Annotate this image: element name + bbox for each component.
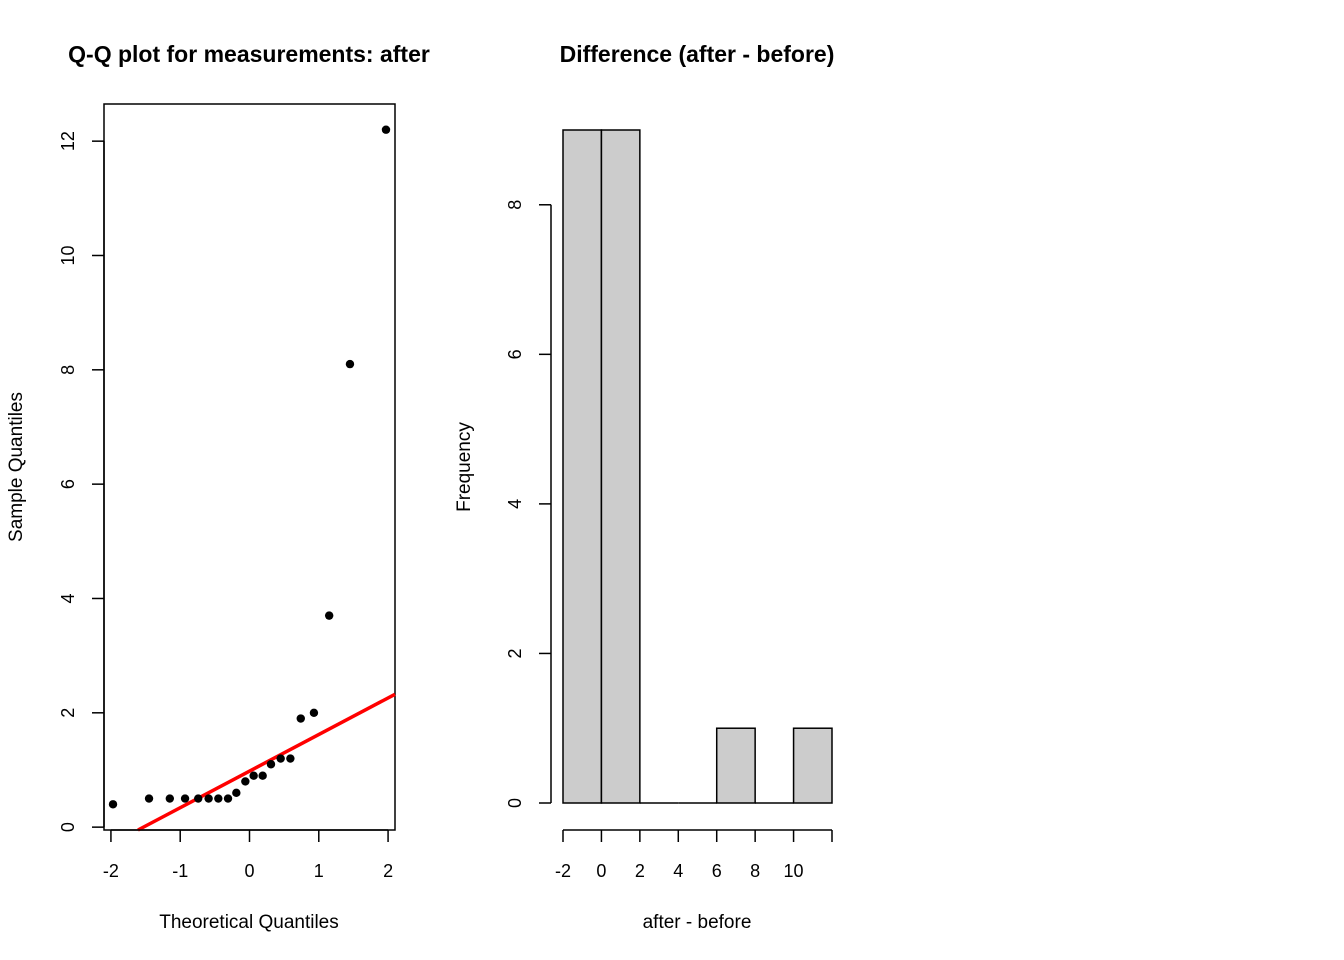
qq-point [249,771,258,780]
qq-point [286,754,295,763]
histogram-bar [715,727,756,804]
qq-point [296,714,305,723]
qq-reference-line-layer [137,692,396,832]
qq-y-tick-label: 12 [58,131,78,151]
qq-point [194,794,203,803]
qq-point [241,777,250,786]
qq-x-axis-label: Theoretical Quantiles [159,912,339,933]
qq-x-tick-label: -2 [103,861,119,881]
qq-point [258,771,267,780]
qq-x-tick-label: 0 [244,861,254,881]
histogram-y-axis: 0 2 4 6 8 [505,200,552,808]
qq-y-tick-label: 6 [58,479,78,489]
qq-y-axis-label: Sample Quantiles [6,392,27,542]
qq-point [276,754,285,763]
qq-point [108,800,118,809]
qq-y-tick-label: 10 [58,245,78,265]
qq-plot-panel: Q-Q plot for measurements: after -2 -1 0 1 2… [6,41,430,933]
histogram-y-axis-label: Frequency [454,422,475,512]
histogram-x-axis-label: after - before [643,912,752,933]
histogram-x-axis: -2 0 2 4 6 8 10 [555,829,833,881]
qq-point [381,125,391,134]
qq-y-tick-label: 0 [58,822,78,832]
qq-y-tick-label: 8 [58,365,78,375]
histogram-y-tick-label: 6 [505,349,525,359]
qq-point [180,794,190,803]
histogram-bars-layer [562,129,833,804]
qq-point [165,794,175,803]
qq-x-axis: -2 -1 0 1 2 [103,829,393,881]
histogram-bar [562,129,603,804]
histogram-bar [792,727,833,804]
histogram-x-tick-label: 10 [784,861,804,881]
qq-x-tick-label: 2 [383,861,393,881]
qq-y-tick-label: 4 [58,593,78,603]
qq-x-tick-label: 1 [314,861,324,881]
qq-point [204,794,213,803]
qq-point [324,611,334,620]
qq-point [214,794,223,803]
histogram-panel: Difference (after - before) -2 0 2 4 6 8 10 0 2… [454,41,834,933]
qq-plot-frame [103,103,396,831]
histogram-y-tick-label: 4 [505,499,525,509]
histogram-x-tick-label: 8 [750,861,760,881]
qq-reference-line [137,692,396,832]
qq-points-layer [108,125,391,809]
qq-point [309,708,319,718]
histogram-x-tick-label: 2 [635,861,645,881]
histogram-bar [600,129,641,804]
histogram-x-tick-label: 6 [712,861,722,881]
histogram-y-tick-label: 0 [505,798,525,808]
qq-point [266,760,276,769]
histogram-x-tick-label: -2 [555,861,571,881]
histogram-y-tick-label: 2 [505,648,525,658]
qq-plot-title: Q-Q plot for measurements: after [68,41,430,67]
qq-y-axis: 0 2 4 6 8 10 12 [58,131,105,832]
histogram-title: Difference (after - before) [560,41,835,67]
histogram-y-tick-label: 8 [505,200,525,210]
qq-point [223,794,233,803]
qq-point [232,788,241,798]
qq-point [144,794,154,803]
qq-y-tick-label: 2 [58,708,78,718]
qq-point [345,359,355,369]
histogram-x-tick-label: 0 [596,861,606,881]
histogram-x-tick-label: 4 [673,861,683,881]
qq-x-tick-label: -1 [172,861,188,881]
